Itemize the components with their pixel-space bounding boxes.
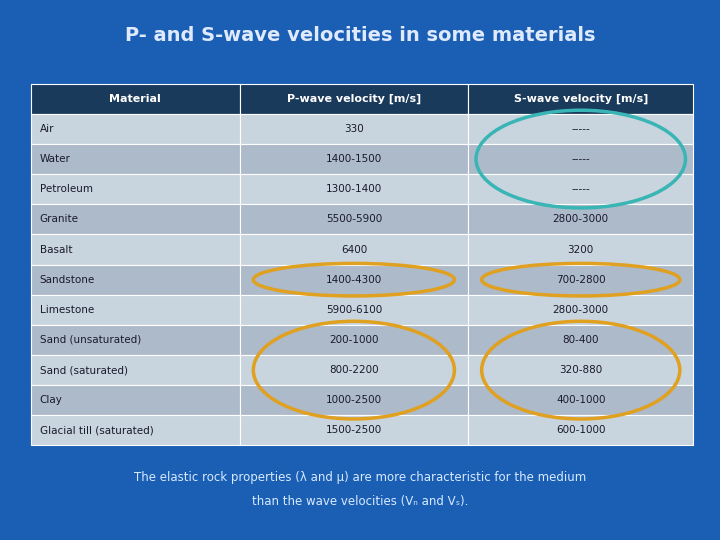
Text: 320-880: 320-880 bbox=[559, 365, 603, 375]
Text: Sand (saturated): Sand (saturated) bbox=[40, 365, 127, 375]
FancyBboxPatch shape bbox=[240, 415, 468, 445]
Text: 400-1000: 400-1000 bbox=[556, 395, 606, 406]
FancyBboxPatch shape bbox=[240, 295, 468, 325]
FancyBboxPatch shape bbox=[468, 174, 693, 204]
Text: than the wave velocities (Vₙ and Vₛ).: than the wave velocities (Vₙ and Vₛ). bbox=[252, 495, 468, 508]
FancyBboxPatch shape bbox=[31, 385, 240, 415]
Text: 80-400: 80-400 bbox=[562, 335, 599, 345]
Text: Sand (unsaturated): Sand (unsaturated) bbox=[40, 335, 141, 345]
Text: 700-2800: 700-2800 bbox=[556, 275, 606, 285]
Text: 1400-4300: 1400-4300 bbox=[325, 275, 382, 285]
Text: 3200: 3200 bbox=[567, 245, 594, 254]
Text: -----: ----- bbox=[572, 154, 590, 164]
FancyBboxPatch shape bbox=[31, 234, 240, 265]
FancyBboxPatch shape bbox=[468, 204, 693, 234]
FancyBboxPatch shape bbox=[468, 234, 693, 265]
FancyBboxPatch shape bbox=[31, 415, 240, 445]
Text: 2800-3000: 2800-3000 bbox=[553, 305, 609, 315]
FancyBboxPatch shape bbox=[31, 265, 240, 295]
Text: 6400: 6400 bbox=[341, 245, 367, 254]
FancyBboxPatch shape bbox=[468, 265, 693, 295]
FancyBboxPatch shape bbox=[31, 325, 240, 355]
FancyBboxPatch shape bbox=[31, 174, 240, 204]
FancyBboxPatch shape bbox=[240, 84, 468, 114]
Text: -----: ----- bbox=[572, 124, 590, 134]
FancyBboxPatch shape bbox=[240, 114, 468, 144]
FancyBboxPatch shape bbox=[468, 415, 693, 445]
Text: -----: ----- bbox=[572, 184, 590, 194]
FancyBboxPatch shape bbox=[240, 144, 468, 174]
FancyBboxPatch shape bbox=[240, 174, 468, 204]
FancyBboxPatch shape bbox=[240, 265, 468, 295]
FancyBboxPatch shape bbox=[31, 144, 240, 174]
FancyBboxPatch shape bbox=[468, 144, 693, 174]
FancyBboxPatch shape bbox=[468, 114, 693, 144]
FancyBboxPatch shape bbox=[468, 84, 693, 114]
FancyBboxPatch shape bbox=[31, 84, 240, 114]
Text: Water: Water bbox=[40, 154, 71, 164]
FancyBboxPatch shape bbox=[240, 204, 468, 234]
Text: 800-2200: 800-2200 bbox=[329, 365, 379, 375]
FancyBboxPatch shape bbox=[31, 355, 240, 385]
Text: 1400-1500: 1400-1500 bbox=[325, 154, 382, 164]
FancyBboxPatch shape bbox=[240, 355, 468, 385]
Text: P-wave velocity [m/s]: P-wave velocity [m/s] bbox=[287, 93, 421, 104]
Text: P- and S-wave velocities in some materials: P- and S-wave velocities in some materia… bbox=[125, 25, 595, 45]
Text: Clay: Clay bbox=[40, 395, 63, 406]
FancyBboxPatch shape bbox=[468, 355, 693, 385]
Text: The elastic rock properties (λ and μ) are more characteristic for the medium: The elastic rock properties (λ and μ) ar… bbox=[134, 471, 586, 484]
FancyBboxPatch shape bbox=[468, 325, 693, 355]
Text: 600-1000: 600-1000 bbox=[556, 426, 606, 435]
FancyBboxPatch shape bbox=[31, 114, 240, 144]
Text: 1500-2500: 1500-2500 bbox=[325, 426, 382, 435]
FancyBboxPatch shape bbox=[240, 325, 468, 355]
FancyBboxPatch shape bbox=[468, 295, 693, 325]
Text: Air: Air bbox=[40, 124, 54, 134]
Text: 1300-1400: 1300-1400 bbox=[325, 184, 382, 194]
Text: 330: 330 bbox=[344, 124, 364, 134]
Text: Petroleum: Petroleum bbox=[40, 184, 93, 194]
Text: 2800-3000: 2800-3000 bbox=[553, 214, 609, 225]
Text: 5900-6100: 5900-6100 bbox=[325, 305, 382, 315]
Text: 5500-5900: 5500-5900 bbox=[325, 214, 382, 225]
FancyBboxPatch shape bbox=[240, 385, 468, 415]
FancyBboxPatch shape bbox=[31, 204, 240, 234]
Text: Material: Material bbox=[109, 94, 161, 104]
Text: S-wave velocity [m/s]: S-wave velocity [m/s] bbox=[513, 93, 648, 104]
Text: Limestone: Limestone bbox=[40, 305, 94, 315]
Text: 1000-2500: 1000-2500 bbox=[326, 395, 382, 406]
Text: 200-1000: 200-1000 bbox=[329, 335, 379, 345]
FancyBboxPatch shape bbox=[468, 385, 693, 415]
Text: Glacial till (saturated): Glacial till (saturated) bbox=[40, 426, 153, 435]
Text: Sandstone: Sandstone bbox=[40, 275, 95, 285]
Text: Granite: Granite bbox=[40, 214, 78, 225]
Text: Basalt: Basalt bbox=[40, 245, 72, 254]
FancyBboxPatch shape bbox=[240, 234, 468, 265]
FancyBboxPatch shape bbox=[31, 295, 240, 325]
